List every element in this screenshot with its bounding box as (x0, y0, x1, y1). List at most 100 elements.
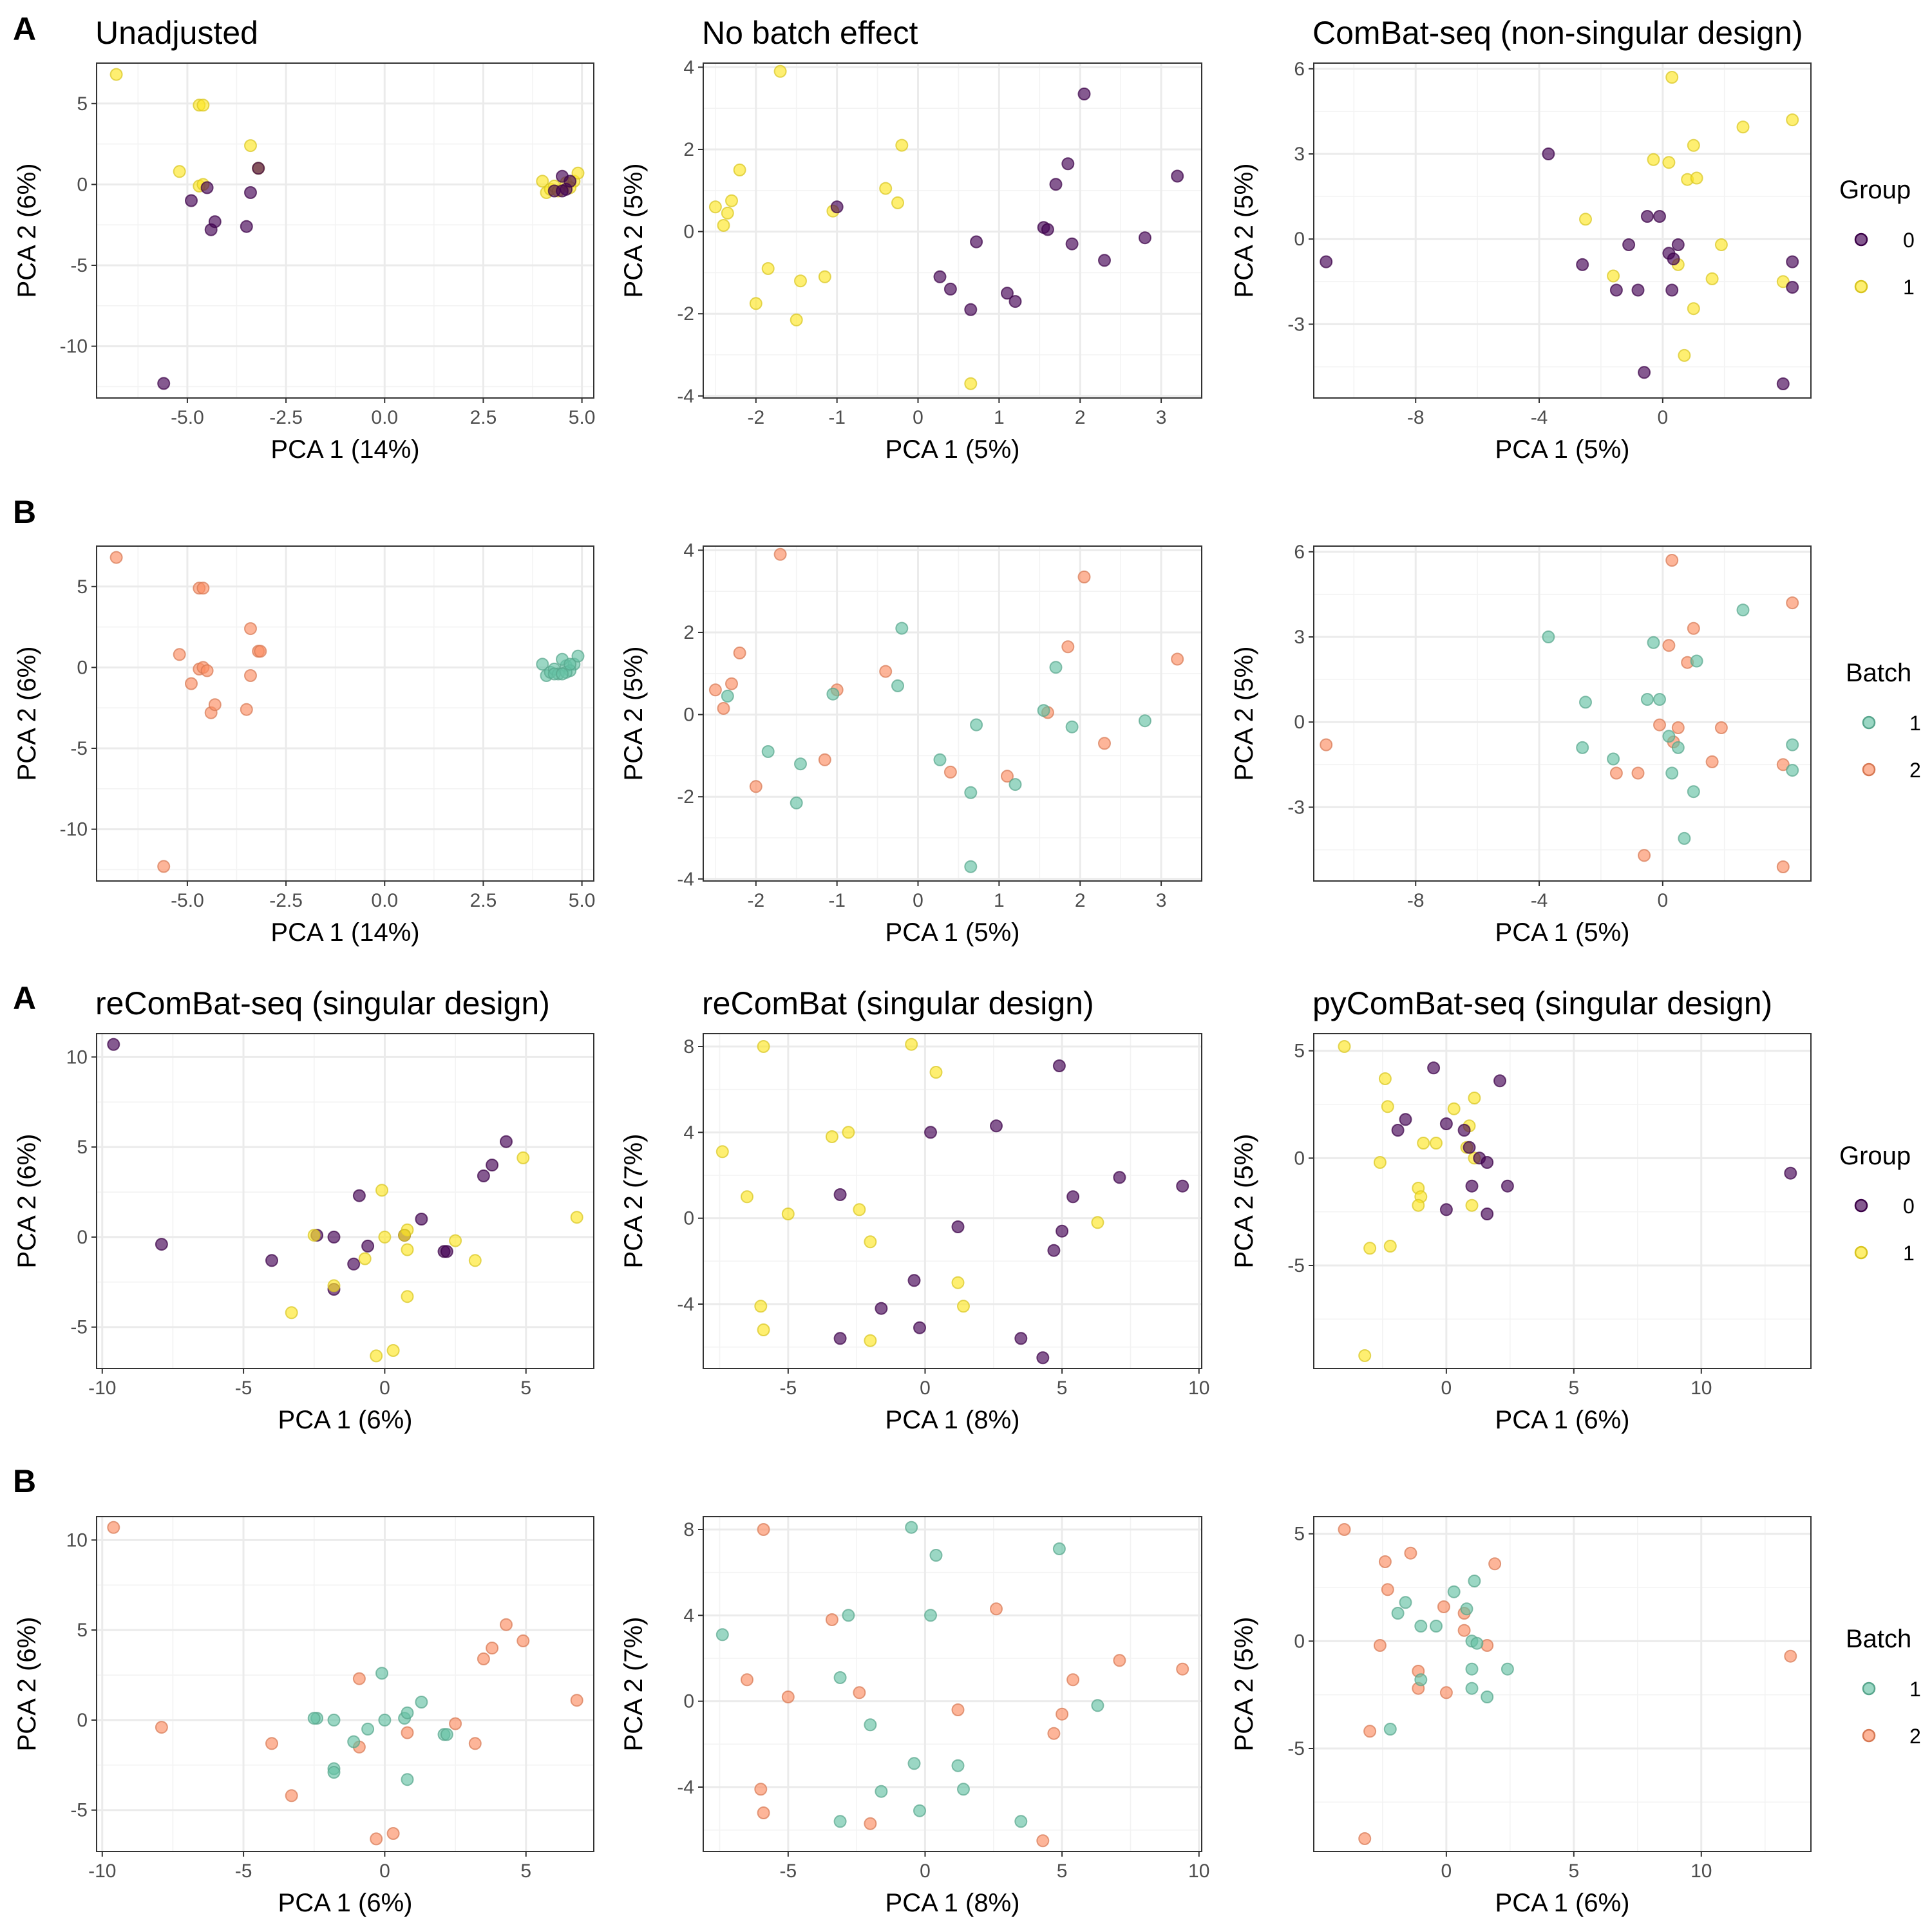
data-point (352, 1189, 366, 1202)
x-tick-label: 10 (1690, 1861, 1712, 1882)
x-tick-label: 3 (1156, 407, 1167, 428)
data-point (1049, 178, 1063, 191)
y-tick-label: -5 (1287, 1255, 1305, 1276)
legend-title: Batch (1846, 659, 1911, 687)
plot-frame (96, 1516, 594, 1852)
x-axis-title: PCA 1 (8%) (886, 1889, 1020, 1917)
y-tick-label: -5 (1287, 1738, 1305, 1759)
y-tick-label: 3 (1294, 627, 1305, 648)
data-point (1052, 1059, 1066, 1072)
data-point (761, 262, 775, 275)
y-tick-label: 5 (77, 93, 88, 115)
x-tick-label: -5 (779, 1378, 797, 1399)
data-point (943, 765, 957, 779)
data-point (157, 377, 171, 390)
data-point (1647, 153, 1660, 166)
y-tick-label: -2 (677, 786, 694, 808)
data-point (1714, 721, 1728, 734)
plot-panel-r3c1: -5 0 5 10 -4 0 4 8 PCA 1 (8%) PCA 2 (7%) (620, 1516, 1209, 1917)
data-point (386, 1827, 400, 1840)
data-point (1460, 1602, 1473, 1616)
y-axis-title: PCA 2 (5%) (620, 164, 648, 298)
data-point (240, 220, 253, 233)
y-tick-label: 0 (77, 174, 88, 195)
data-point (990, 1602, 1003, 1616)
legend-group-top: Group 0 1 (1839, 176, 1915, 299)
data-point (398, 1229, 412, 1242)
data-point (1098, 737, 1111, 750)
x-tick-label: 0 (1441, 1378, 1452, 1399)
legend-batch-bottom: Batch 1 2 (1846, 1625, 1921, 1748)
data-point (1776, 377, 1790, 390)
panel-letter-b-top: B (13, 494, 36, 530)
y-tick-label: -10 (60, 819, 88, 840)
data-point (254, 645, 267, 658)
data-point (1607, 269, 1620, 283)
data-point (1638, 849, 1651, 862)
plot-background (97, 63, 594, 398)
data-point (1481, 1156, 1494, 1169)
data-point (468, 1737, 482, 1750)
plot-frame (96, 62, 594, 399)
y-tick-label: 4 (683, 57, 694, 78)
data-point (754, 1783, 768, 1796)
data-point (933, 753, 947, 766)
data-point (155, 1238, 168, 1251)
data-point (571, 649, 585, 663)
data-point (570, 1211, 583, 1224)
data-point (352, 1672, 366, 1685)
data-point (1383, 1723, 1397, 1736)
data-point (1414, 1673, 1428, 1687)
x-axis-title: PCA 1 (6%) (1495, 1406, 1630, 1434)
data-point (244, 622, 257, 636)
data-point (500, 1135, 513, 1148)
data-point (252, 162, 265, 175)
plot-background (703, 1517, 1202, 1852)
data-point (1412, 1198, 1425, 1212)
data-point (185, 194, 198, 207)
data-point (1481, 1208, 1494, 1220)
plot-title: Unadjusted (95, 15, 258, 51)
y-axis-title: PCA 2 (6%) (13, 1134, 41, 1269)
plot-background (97, 1034, 594, 1368)
data-point (1378, 1555, 1392, 1568)
y-tick-label: -4 (677, 1294, 694, 1315)
data-point (327, 1766, 341, 1779)
data-point (1414, 1620, 1428, 1633)
x-tick-label: 0.0 (371, 407, 398, 428)
data-point (556, 184, 569, 198)
data-point (905, 1037, 918, 1051)
data-point (864, 1235, 877, 1249)
y-axis-title: PCA 2 (5%) (1230, 1617, 1258, 1752)
data-point (964, 303, 978, 316)
data-point (1542, 630, 1555, 643)
data-point (1607, 752, 1620, 766)
x-tick-label: 5 (520, 1861, 531, 1882)
x-tick-label: -5 (779, 1861, 797, 1882)
y-tick-label: 5 (77, 1137, 88, 1158)
data-point (401, 1290, 414, 1303)
x-tick-label: 10 (1690, 1378, 1712, 1399)
data-point (477, 1169, 490, 1182)
legend-label: 1 (1903, 276, 1915, 299)
data-point (1320, 738, 1333, 752)
data-point (1381, 1583, 1394, 1596)
x-tick-label: 0 (920, 1378, 931, 1399)
x-axis-title: PCA 1 (6%) (278, 1889, 413, 1917)
data-point (773, 547, 787, 561)
data-point (1399, 1113, 1412, 1126)
data-point (1665, 554, 1679, 567)
data-point (1391, 1124, 1405, 1137)
data-point (853, 1686, 866, 1700)
data-point (109, 551, 123, 564)
y-tick-label: 5 (77, 576, 88, 598)
data-point (826, 687, 840, 701)
x-tick-label: -8 (1407, 407, 1425, 428)
plot-frame (1313, 1033, 1812, 1369)
data-point (1091, 1216, 1104, 1229)
data-point (440, 1245, 453, 1258)
plot-panel-r1c1: -2 -1 0 1 2 3 -4 -2 0 2 4 PCA 1 (5%) PCA 2 (5%) (620, 540, 1202, 947)
data-point (907, 1274, 921, 1287)
